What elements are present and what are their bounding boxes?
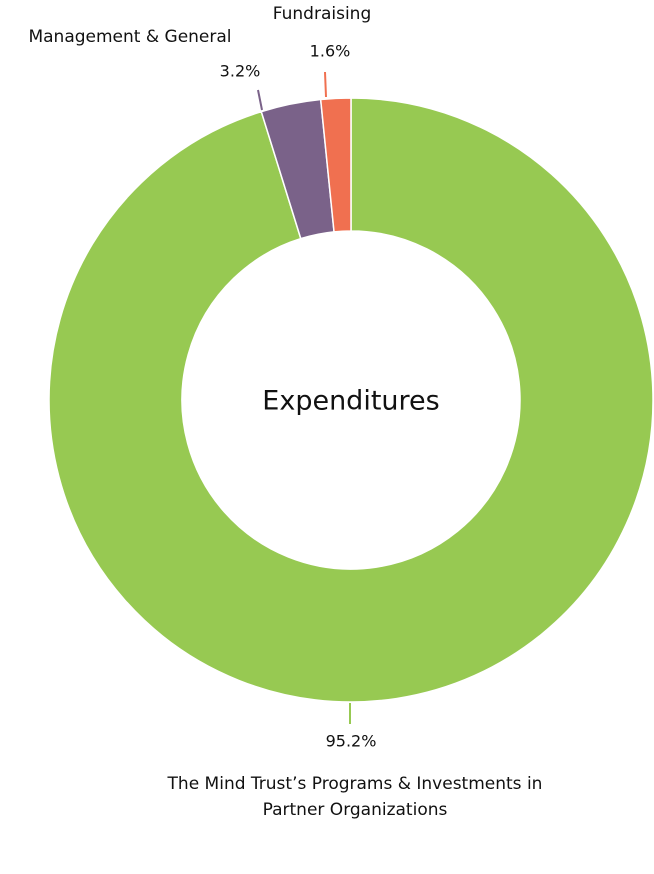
chart-title: Expenditures (262, 386, 439, 417)
value-label: 95.2% (326, 732, 377, 751)
leader-line (324, 71, 327, 98)
donut-slice (319, 97, 352, 233)
value-label: 1.6% (310, 42, 351, 61)
category-label: Management & General (28, 27, 232, 47)
donut-slice (48, 97, 654, 703)
category-label: The Mind Trust’s Programs & Investments … (167, 774, 543, 820)
value-label: 3.2% (220, 62, 261, 81)
category-label: Fundraising (272, 4, 372, 24)
leader-line (257, 89, 263, 111)
